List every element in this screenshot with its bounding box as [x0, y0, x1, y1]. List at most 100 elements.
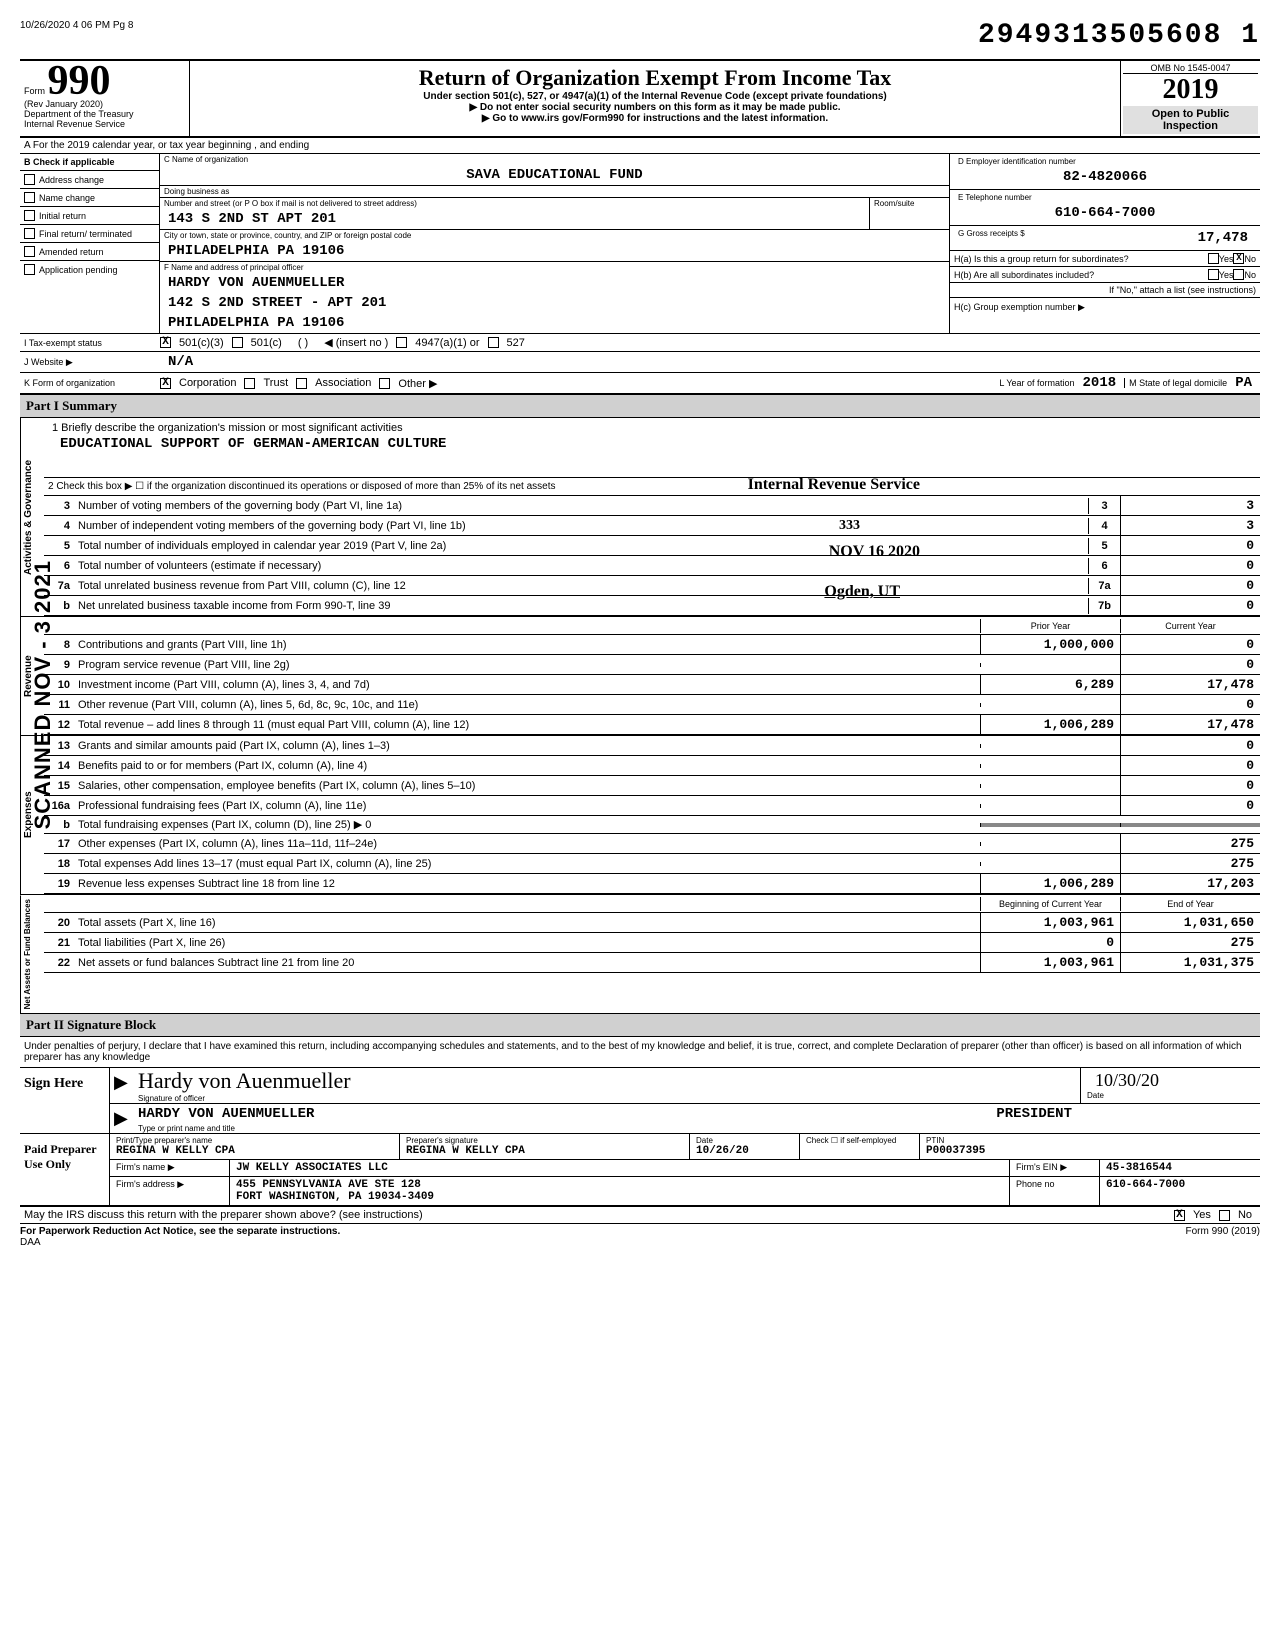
ha-label: H(a) Is this a group return for subordin… [954, 254, 1208, 264]
corp-box[interactable] [160, 378, 171, 389]
org-name: SAVA EDUCATIONAL FUND [160, 165, 949, 185]
prior-year-value: 1,003,961 [980, 953, 1120, 972]
summary-line: 14Benefits paid to or for members (Part … [44, 756, 1260, 776]
checkbox-name-change[interactable] [24, 192, 35, 203]
officer-typed-name: HARDY VON AUENMUELLER [130, 1104, 322, 1124]
form-subtitle: Under section 501(c), 527, or 4947(a)(1)… [198, 91, 1112, 102]
discuss-yes-box[interactable] [1174, 1210, 1185, 1221]
open-public-1: Open to Public [1125, 108, 1256, 120]
prep-date: 10/26/20 [696, 1145, 793, 1157]
trust-box[interactable] [244, 378, 255, 389]
line-text: Total assets (Part X, line 16) [74, 915, 980, 931]
firm-addr-label: Firm's address ▶ [110, 1177, 230, 1205]
summary-line: 19Revenue less expenses Subtract line 18… [44, 874, 1260, 894]
line-text: Total fundraising expenses (Part IX, col… [74, 816, 980, 833]
line-text: Investment income (Part VIII, column (A)… [74, 677, 980, 693]
hb-no-box[interactable] [1233, 269, 1244, 280]
assoc-box[interactable] [296, 378, 307, 389]
arrow-icon-2: ▶ [110, 1104, 130, 1133]
gross-label: G Gross receipts $ [954, 228, 1190, 248]
527-box[interactable] [488, 337, 499, 348]
line-number: 3 [44, 498, 74, 514]
line-box: 7a [1088, 578, 1120, 594]
firm-addr-1: 455 PENNSYLVANIA AVE STE 128 [236, 1179, 1003, 1191]
checkbox-address-change[interactable] [24, 174, 35, 185]
current-year-header: Current Year [1120, 619, 1260, 633]
sign-here-label: Sign Here [20, 1068, 110, 1133]
prior-year-value [980, 703, 1120, 707]
street-value: 143 S 2ND ST APT 201 [160, 209, 869, 229]
summary-line: 5Total number of individuals employed in… [44, 536, 1260, 556]
assoc-label: Association [307, 377, 379, 389]
org-name-label: C Name of organization [160, 154, 949, 165]
prior-year-value [980, 804, 1120, 808]
street-label: Number and street (or P O box if mail is… [160, 198, 869, 209]
hc-label: H(c) Group exemption number ▶ [950, 298, 1260, 317]
prior-year-value: 1,006,289 [980, 715, 1120, 734]
sig-officer-label: Signature of officer [130, 1094, 1080, 1103]
footer-right: Form 990 (2019) [1186, 1226, 1260, 1248]
open-public-2: Inspection [1125, 120, 1256, 132]
summary-line: 15Salaries, other compensation, employee… [44, 776, 1260, 796]
other-label: Other ▶ [390, 377, 445, 390]
label-amended: Amended return [39, 247, 104, 257]
summary-line: bTotal fundraising expenses (Part IX, co… [44, 816, 1260, 834]
summary-line: 17Other expenses (Part IX, column (A), l… [44, 834, 1260, 854]
ha-yes-box[interactable] [1208, 253, 1219, 264]
website-row: J Website ▶ N/A [20, 352, 1260, 373]
discuss-no: No [1230, 1209, 1260, 1221]
sig-date-label: Date [1087, 1091, 1254, 1100]
current-year-value: 1,031,650 [1120, 913, 1260, 932]
shaded-cell [980, 823, 1120, 827]
current-year-value: 275 [1120, 834, 1260, 853]
other-box[interactable] [379, 378, 390, 389]
summary-line: 18Total expenses Add lines 13–17 (must e… [44, 854, 1260, 874]
firm-name: JW KELLY ASSOCIATES LLC [230, 1160, 1010, 1176]
prior-year-value: 1,000,000 [980, 635, 1120, 654]
irs-stamp-1: Internal Revenue Service [748, 476, 920, 494]
line-text: Total expenses Add lines 13–17 (must equ… [74, 856, 980, 872]
officer-city: PHILADELPHIA PA 19106 [160, 313, 949, 333]
line-number: 21 [44, 935, 74, 951]
part2-header: Part II Signature Block [20, 1013, 1260, 1037]
declaration-text: Under penalties of perjury, I declare th… [20, 1037, 1260, 1068]
summary-line: 12Total revenue – add lines 8 through 11… [44, 715, 1260, 735]
form-number: 990 [48, 58, 111, 104]
checkbox-final-return[interactable] [24, 228, 35, 239]
line-text: Contributions and grants (Part VIII, lin… [74, 637, 980, 653]
summary-line: bNet unrelated business taxable income f… [44, 596, 1260, 616]
line-text: Total liabilities (Part X, line 26) [74, 935, 980, 951]
ha-no-box[interactable] [1233, 253, 1244, 264]
checkbox-amended[interactable] [24, 246, 35, 257]
4947-box[interactable] [396, 337, 407, 348]
line-text: Salaries, other compensation, employee b… [74, 778, 980, 794]
checkbox-initial-return[interactable] [24, 210, 35, 221]
k-label: K Form of organization [20, 376, 160, 390]
irs-stamp-5: Ogden, UT [824, 583, 900, 601]
label-name-change: Name change [39, 193, 95, 203]
discuss-yes: Yes [1185, 1209, 1219, 1221]
ha-no: No [1244, 254, 1256, 264]
prep-name: REGINA W KELLY CPA [116, 1145, 393, 1157]
discuss-no-box[interactable] [1219, 1210, 1230, 1221]
checkbox-pending[interactable] [24, 264, 35, 275]
current-year-value: 0 [1120, 695, 1260, 714]
footer-daa: DAA [20, 1237, 41, 1248]
firm-name-label: Firm's name ▶ [110, 1160, 230, 1176]
ein-label: D Employer identification number [954, 156, 1256, 167]
identity-block: B Check if applicable Address change Nam… [20, 154, 1260, 334]
form-dept: Department of the Treasury [24, 109, 185, 119]
discuss-question: May the IRS discuss this return with the… [20, 1207, 1174, 1223]
mission-text: EDUCATIONAL SUPPORT OF GERMAN-AMERICAN C… [52, 434, 1252, 454]
website-value: N/A [160, 352, 201, 372]
hb-yes-box[interactable] [1208, 269, 1219, 280]
501c-box[interactable] [232, 337, 243, 348]
summary-line: 3Number of voting members of the governi… [44, 496, 1260, 516]
501c3-box[interactable] [160, 337, 171, 348]
current-year-value: 0 [1120, 796, 1260, 815]
line-value: 3 [1120, 516, 1260, 535]
hb-no: No [1244, 270, 1256, 280]
501c-label: 501(c) [243, 337, 290, 349]
current-year-value: 17,203 [1120, 874, 1260, 893]
form-org-row: K Form of organization Corporation Trust… [20, 373, 1260, 394]
